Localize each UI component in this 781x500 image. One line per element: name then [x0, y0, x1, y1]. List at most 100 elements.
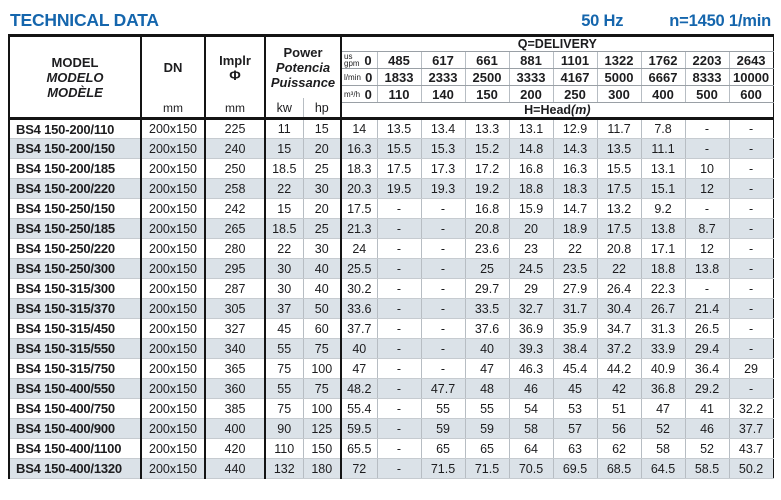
head-value-cell: -: [376, 398, 422, 419]
kw-cell: 110: [264, 438, 303, 459]
model-label: MODEL: [51, 54, 99, 70]
table-row: BS4 150-315/750 200x150 365 75 100 47- -47 46.3…: [9, 358, 774, 379]
impeller-cell: 280: [204, 238, 265, 259]
delivery-unit-cell: m³/h 0: [340, 85, 378, 103]
head-value-cell: 40: [464, 338, 510, 359]
head-value-cell: 13.1: [640, 158, 686, 179]
head-value-cell: 64.5: [640, 458, 686, 479]
head-value-cell: 36.9: [508, 318, 554, 339]
head-value-cell: 51: [596, 398, 642, 419]
head-value-cell: 17.3: [420, 158, 466, 179]
head-value-cell: 40: [340, 338, 378, 359]
unit-label: us gpm: [344, 52, 360, 68]
head-value-cell: 17.5: [596, 178, 642, 199]
head-value-cell: 48.2: [340, 378, 378, 399]
head-value-cell: 29.2: [684, 378, 730, 399]
head-value-cell: 23.5: [552, 258, 598, 279]
head-value-cell: 15.5: [376, 138, 422, 159]
impeller-cell: 250: [204, 158, 265, 179]
head-value-cell: 17.5: [596, 218, 642, 239]
head-value-cell: 29: [508, 278, 554, 299]
head-value-cell: 65.5: [340, 438, 378, 459]
page-title: TECHNICAL DATA: [10, 10, 159, 30]
dn-unit: mm: [163, 100, 183, 115]
head-value-cell: -: [728, 118, 774, 139]
head-value-cell: -: [420, 298, 466, 319]
head-value-cell: 16.8: [508, 158, 554, 179]
head-value-cell: 20: [508, 218, 554, 239]
hp-cell: 75: [302, 378, 342, 399]
unit-label: l/min: [344, 72, 361, 82]
kw-cell: 15: [264, 198, 303, 219]
impeller-cell: 420: [204, 438, 265, 459]
dn-cell: 200x150: [140, 118, 205, 139]
head-value-cell: 58.5: [684, 458, 730, 479]
head-value-cell: 68.5: [596, 458, 642, 479]
table-row: BS4 150-200/110 200x150 225 11 15 14 13.5 13.4 1…: [9, 118, 774, 139]
delivery-value-cell: 2500: [464, 68, 510, 86]
head-value-cell: -: [728, 238, 774, 259]
head-value-cell: 36.8: [640, 378, 686, 399]
kw-cell: 37: [264, 298, 303, 319]
dn-cell: 200x150: [140, 138, 205, 159]
model-column-header: MODEL MODELO MODÈLE: [9, 35, 141, 120]
head-value-cell: 7.8: [640, 118, 686, 139]
delivery-unit-cell: us gpm 0: [340, 51, 378, 69]
head-value-cell: 47.7: [420, 378, 466, 399]
head-value-cell: 59: [420, 418, 466, 439]
table-row: BS4 150-250/220 200x150 280 22 30 24- -23.6 23 2…: [9, 238, 774, 259]
head-value-cell: 16.3: [340, 138, 378, 159]
table-row: BS4 150-315/300 200x150 287 30 40 30.2- -29.7 2…: [9, 278, 774, 299]
head-value-cell: -: [420, 198, 466, 219]
head-value-cell: 37.7: [728, 418, 774, 439]
impeller-label: Implr: [219, 52, 251, 68]
head-value-cell: 14.3: [552, 138, 598, 159]
head-value-cell: 13.2: [596, 198, 642, 219]
head-value-cell: -: [376, 378, 422, 399]
model-cell: BS4 150-315/300: [9, 278, 141, 299]
head-value-cell: 70.5: [508, 458, 554, 479]
model-cell: BS4 150-400/550: [9, 378, 141, 399]
head-value-cell: 22: [552, 238, 598, 259]
head-value-cell: -: [728, 138, 774, 159]
impeller-column-header: Implr Φ mm: [204, 35, 265, 120]
table-header: MODEL MODELO MODÈLE DN mm Implr Φ mm: [9, 35, 774, 120]
hp-cell: 100: [302, 358, 342, 379]
head-value-cell: 12: [684, 238, 730, 259]
impeller-cell: 265: [204, 218, 265, 239]
head-value-cell: 71.5: [420, 458, 466, 479]
head-value-cell: 14.8: [508, 138, 554, 159]
head-value-cell: 46.3: [508, 358, 554, 379]
head-value-cell: -: [376, 198, 422, 219]
delivery-value-cell: 10000: [728, 68, 774, 86]
hp-cell: 40: [302, 278, 342, 299]
head-value-cell: 19.2: [464, 178, 510, 199]
head-value-cell: 72: [340, 458, 378, 479]
head-value-cell: 22: [596, 258, 642, 279]
head-value-cell: 35.9: [552, 318, 598, 339]
delivery-value-cell: 1101: [552, 51, 598, 69]
impeller-cell: 240: [204, 138, 265, 159]
head-value-cell: 55: [420, 398, 466, 419]
delivery-value-cell: 3333: [508, 68, 554, 86]
delivery-value-cell: 2333: [420, 68, 466, 86]
model-cell: BS4 150-400/1100: [9, 438, 141, 459]
head-value-cell: 38.4: [552, 338, 598, 359]
dn-cell: 200x150: [140, 378, 205, 399]
head-value-cell: 63: [552, 438, 598, 459]
head-value-cell: 30.4: [596, 298, 642, 319]
impeller-cell: 242: [204, 198, 265, 219]
hp-cell: 125: [302, 418, 342, 439]
head-value-cell: -: [376, 298, 422, 319]
table-row: BS4 150-200/220 200x150 258 22 30 20.3 19.5 19.…: [9, 178, 774, 199]
delivery-value-cell: 617: [420, 51, 466, 69]
head-value-cell: 25: [464, 258, 510, 279]
delivery-value-cell: 881: [508, 51, 554, 69]
head-value-cell: 44.2: [596, 358, 642, 379]
hp-cell: 20: [302, 198, 342, 219]
head-value-cell: -: [420, 358, 466, 379]
table-row: BS4 150-400/1100 200x150 420 110 150 65.5-65 6…: [9, 438, 774, 459]
modelo-label: MODELO: [46, 69, 104, 85]
delivery-value-cell: 140: [420, 85, 466, 103]
hp-unit-label: hp: [302, 98, 341, 116]
